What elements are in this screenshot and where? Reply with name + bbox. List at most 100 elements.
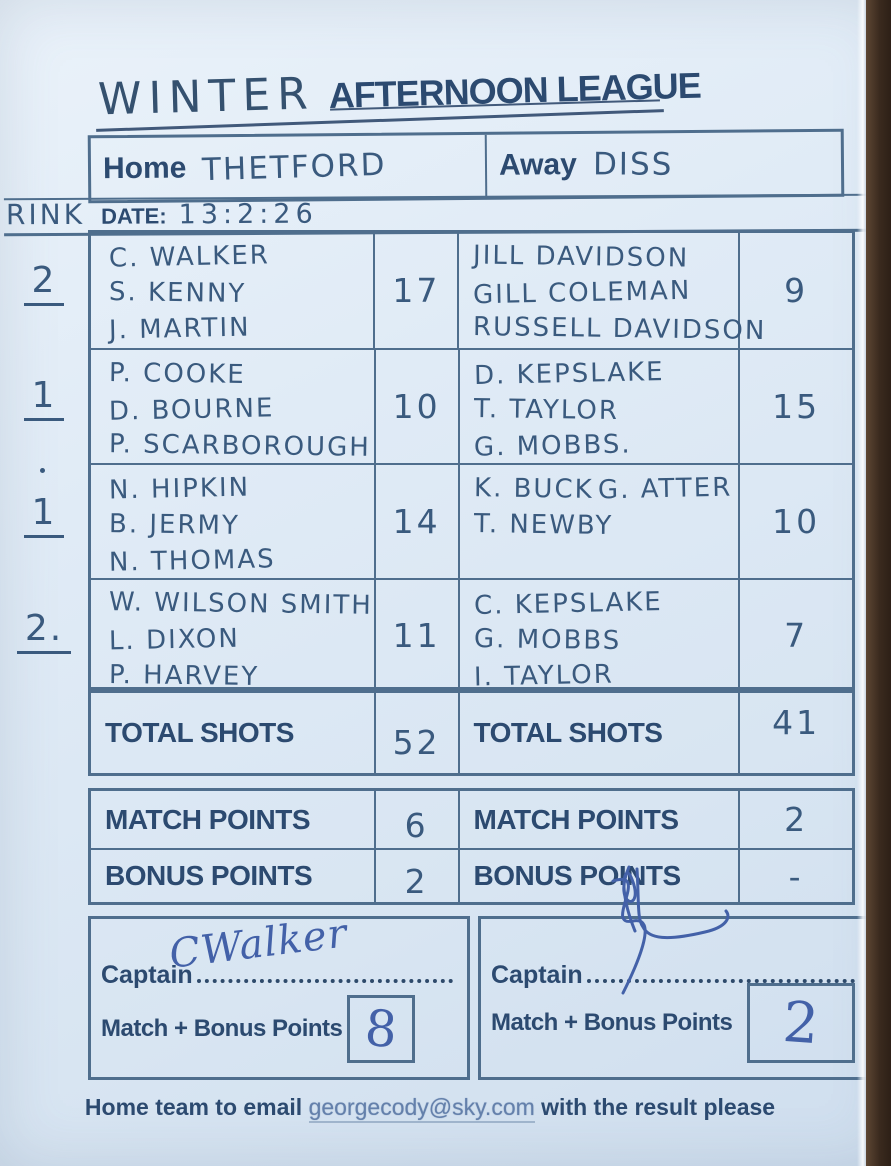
rink-number: 2 — [8, 260, 80, 306]
player-name: D. BOURNE — [108, 393, 275, 427]
away-match-bonus-value: 2 — [780, 989, 822, 1057]
away-team-cell: Away DISS — [487, 132, 842, 197]
away-score-cell: 7 — [784, 616, 809, 655]
home-score-cell: 11 — [373, 580, 460, 691]
away-match-points-label: MATCH POINTS — [460, 791, 741, 848]
points-rows: MATCH POINTS 6 MATCH POINTS 2 BONUS POIN… — [88, 788, 855, 905]
player-name: N. HIPKIN — [108, 472, 251, 506]
home-players-cell: N. HIPKIN B. JERMY N. THOMAS — [91, 465, 374, 578]
player-name: C. KEPSLAKE — [473, 587, 663, 621]
signature-dotted-line — [586, 957, 855, 983]
away-players-cell: C. KEPSLAKE G. MOBBS I. TAYLOR — [460, 580, 741, 692]
match-bonus-line: Match + Bonus Points 2 — [491, 983, 859, 1063]
home-captain-box: Captain CWalker Match + Bonus Points 8 — [88, 910, 470, 1080]
home-match-bonus-value: 8 — [363, 998, 399, 1060]
page-title: WINTER AFTERNOON LEAGUE — [97, 58, 701, 126]
date-value: 13:2:26 — [178, 198, 318, 230]
signature-dotted-line — [196, 957, 453, 983]
captain-label: Captain — [101, 961, 193, 989]
player-name: K. BUCK — [473, 473, 594, 505]
player-name: G. MOBBS. — [473, 429, 632, 463]
home-score-cell: 14 — [373, 465, 460, 578]
rink-number: 2. — [8, 608, 80, 654]
away-team-name: DISS — [592, 146, 674, 183]
player-name: S. KENNY — [108, 277, 247, 309]
captain-label: Captain — [491, 961, 583, 989]
table-row: C. WALKER S. KENNY J. MARTIN 17 JILL DAV… — [91, 233, 852, 348]
player-name: JILL DAVIDSON — [473, 240, 690, 274]
photo-background-edge — [866, 0, 891, 1166]
away-players-cell: K. BUCK G. ATTER T. NEWBY — [460, 465, 741, 578]
away-total-shots-value: 41 — [772, 702, 821, 742]
rink-number: 1 — [8, 375, 80, 421]
rink-label: RINK — [5, 197, 86, 232]
player-name: T. TAYLOR — [473, 393, 619, 427]
home-score-cell: 10 — [373, 350, 460, 463]
home-total-shots-value: 52 — [373, 693, 460, 773]
home-score-cell: 17 — [373, 233, 460, 348]
home-bonus-points-label: BONUS POINTS — [105, 860, 313, 891]
captain-line: Captain — [101, 957, 453, 990]
player-name: RUSSELL DAVIDSON — [473, 311, 767, 347]
footer-text-after: with the result please — [541, 1094, 776, 1120]
footer-text-before: Home team to email — [84, 1094, 303, 1120]
home-players-cell: C. WALKER S. KENNY J. MARTIN — [91, 233, 373, 348]
home-total-shots-label: TOTAL SHOTS — [105, 717, 294, 748]
total-shots-row: TOTAL SHOTS 52 TOTAL SHOTS 41 — [88, 690, 855, 776]
away-match-bonus-box: 2 — [747, 983, 855, 1063]
home-match-points-label: MATCH POINTS — [105, 803, 311, 835]
player-name: GILL COLEMAN — [472, 275, 692, 311]
ink-dot — [40, 468, 45, 473]
away-bonus-points-label: BONUS POINTS — [460, 850, 741, 902]
player-name: P. SCARBOROUGH — [108, 429, 371, 463]
away-score-cell: 15 — [772, 387, 821, 426]
away-label: Away — [498, 148, 577, 182]
player-name: C. WALKER — [108, 240, 271, 274]
teams-header: Home THETFORD Away DISS — [87, 128, 845, 204]
captain-section: Captain CWalker Match + Bonus Points 8 C… — [88, 865, 872, 1080]
player-name: N. THOMAS — [108, 544, 276, 578]
table-row: P. COOKE D. BOURNE P. SCARBOROUGH 10 D. … — [91, 348, 852, 463]
home-match-points-value: 6 — [373, 791, 460, 848]
match-points-row: MATCH POINTS 6 MATCH POINTS 2 — [91, 791, 852, 848]
title-season: WINTER — [97, 68, 316, 126]
player-name: T. NEWBY — [473, 509, 613, 541]
away-players-cell: JILL DAVIDSON GILL COLEMAN RUSSELL DAVID… — [459, 233, 767, 348]
table-row: N. HIPKIN B. JERMY N. THOMAS 14 K. BUCK … — [91, 463, 852, 578]
home-bonus-points-value: 2 — [373, 850, 460, 902]
player-name: B. JERMY — [108, 509, 241, 541]
home-players-cell: W. WILSON SMITH L. DIXON P. HARVEY — [91, 580, 374, 692]
player-name: D. KEPSLAKE — [473, 357, 665, 391]
date-label: DATE: — [100, 202, 167, 229]
rink-number: 1 — [8, 492, 80, 538]
away-match-points-value: 2 — [784, 800, 809, 839]
player-name: G. MOBBS — [473, 623, 622, 657]
away-players-cell: D. KEPSLAKE T. TAYLOR G. MOBBS. — [460, 350, 741, 463]
player-name: G. ATTER — [597, 472, 733, 506]
paper-edge — [857, 0, 867, 1166]
away-bonus-points-value: - — [788, 856, 804, 896]
player-name: L. DIXON — [108, 623, 241, 657]
players-table: C. WALKER S. KENNY J. MARTIN 17 JILL DAV… — [88, 230, 855, 692]
match-bonus-line: Match + Bonus Points 8 — [101, 995, 457, 1063]
player-name: W. WILSON SMITH — [108, 587, 374, 621]
home-team-cell: Home THETFORD — [90, 134, 488, 201]
away-captain-box: Captain Match + Bonus Points 2 — [478, 865, 872, 1080]
match-bonus-label: Match + Bonus Points — [101, 1015, 343, 1042]
away-total-shots-label: TOTAL SHOTS — [460, 693, 741, 773]
away-captain-signature — [611, 865, 730, 995]
away-score-cell: 9 — [784, 271, 809, 310]
table-row: W. WILSON SMITH L. DIXON P. HARVEY 11 C.… — [91, 578, 852, 692]
email-link: georgecody@sky.com — [308, 1094, 535, 1123]
away-score-cell: 10 — [772, 502, 821, 541]
captain-line: Captain — [491, 957, 855, 990]
home-team-name: THETFORD — [201, 146, 388, 189]
player-name: J. MARTIN — [108, 312, 251, 346]
home-match-bonus-box: 8 — [347, 995, 415, 1063]
home-label: Home — [102, 151, 187, 186]
footer-note: Home team to email georgecody@sky.com wi… — [0, 1094, 860, 1123]
match-bonus-label: Match + Bonus Points — [491, 1009, 733, 1036]
bonus-points-row: BONUS POINTS 2 BONUS POINTS - — [91, 848, 852, 902]
player-name: P. COOKE — [108, 358, 246, 390]
